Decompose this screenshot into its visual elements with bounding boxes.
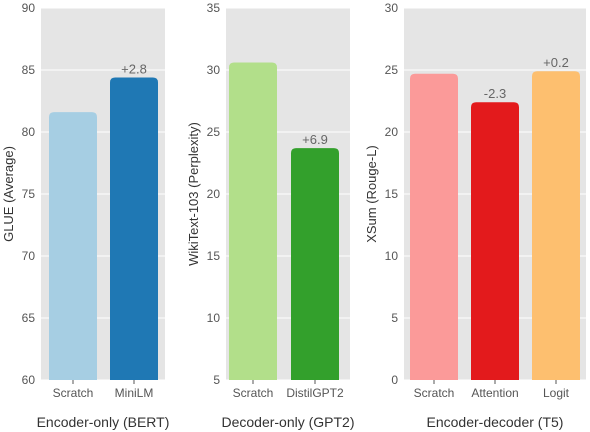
y-tick-label: 15	[207, 249, 221, 263]
y-tick-label: 65	[22, 311, 36, 325]
bar-annotation: +0.2	[543, 55, 569, 70]
y-tick-label: 0	[391, 373, 398, 387]
y-tick-label: 10	[207, 311, 221, 325]
y-tick-label: 75	[22, 187, 36, 201]
x-axis-label: Encoder-only (BERT)	[37, 414, 170, 430]
y-axis-label: XSum (Rouge-L)	[364, 145, 379, 243]
y-tick-label: 85	[22, 63, 36, 77]
y-tick-label: 80	[22, 125, 36, 139]
x-tick-label: Logit	[543, 386, 570, 400]
y-tick-label: 5	[391, 311, 398, 325]
y-tick-label: 20	[207, 187, 221, 201]
bar-scratch	[229, 62, 277, 381]
x-axis-label: Decoder-only (GPT2)	[221, 414, 354, 430]
y-tick-label: 25	[207, 125, 221, 139]
bar-scratch	[49, 112, 97, 380]
chart-panel-2: 5 10 15 20 25 30 35 Scratch +6.9 DistilGPT2 WikiTe…	[186, 1, 355, 430]
bar-logit	[532, 71, 580, 381]
y-tick-label: 90	[22, 1, 36, 15]
x-tick-label: Scratch	[233, 386, 274, 400]
bar-scratch	[410, 73, 458, 380]
x-axis-label: Encoder-decoder (T5)	[427, 414, 564, 430]
bar-annotation: +6.9	[302, 132, 328, 147]
x-tick-label: MiniLM	[115, 386, 154, 400]
bar-annotation: -2.3	[484, 86, 506, 101]
chart-panel-3: 0 5 10 15 20 25 30 Scratch -2.3 Attention +0.2 Logi…	[364, 1, 586, 430]
chart-panel-1: 60 65 70 75 80 85 90 Scratch +2.8 MiniLM GLUE (Ave…	[1, 1, 169, 430]
y-tick-label: 20	[385, 125, 399, 139]
x-tick-label: Attention	[471, 386, 518, 400]
y-tick-label: 70	[22, 249, 36, 263]
bar-annotation: +2.8	[121, 61, 147, 76]
y-tick-label: 30	[207, 63, 221, 77]
y-tick-label: 5	[213, 373, 220, 387]
y-tick-label: 25	[385, 63, 399, 77]
x-tick-label: DistilGPT2	[286, 386, 344, 400]
y-tick-label: 60	[22, 373, 36, 387]
y-axis-label: WikiText-103 (Perplexity)	[186, 122, 201, 266]
x-tick-label: Scratch	[53, 386, 94, 400]
y-tick-label: 15	[385, 187, 399, 201]
y-tick-label: 30	[385, 1, 399, 15]
y-tick-label: 35	[207, 1, 221, 15]
y-axis-label: GLUE (Average)	[1, 146, 16, 242]
bar-minilm	[110, 77, 158, 380]
bar-attention	[471, 102, 519, 381]
x-tick-label: Scratch	[414, 386, 455, 400]
bar-distilgpt2	[291, 148, 339, 380]
y-tick-label: 10	[385, 249, 399, 263]
